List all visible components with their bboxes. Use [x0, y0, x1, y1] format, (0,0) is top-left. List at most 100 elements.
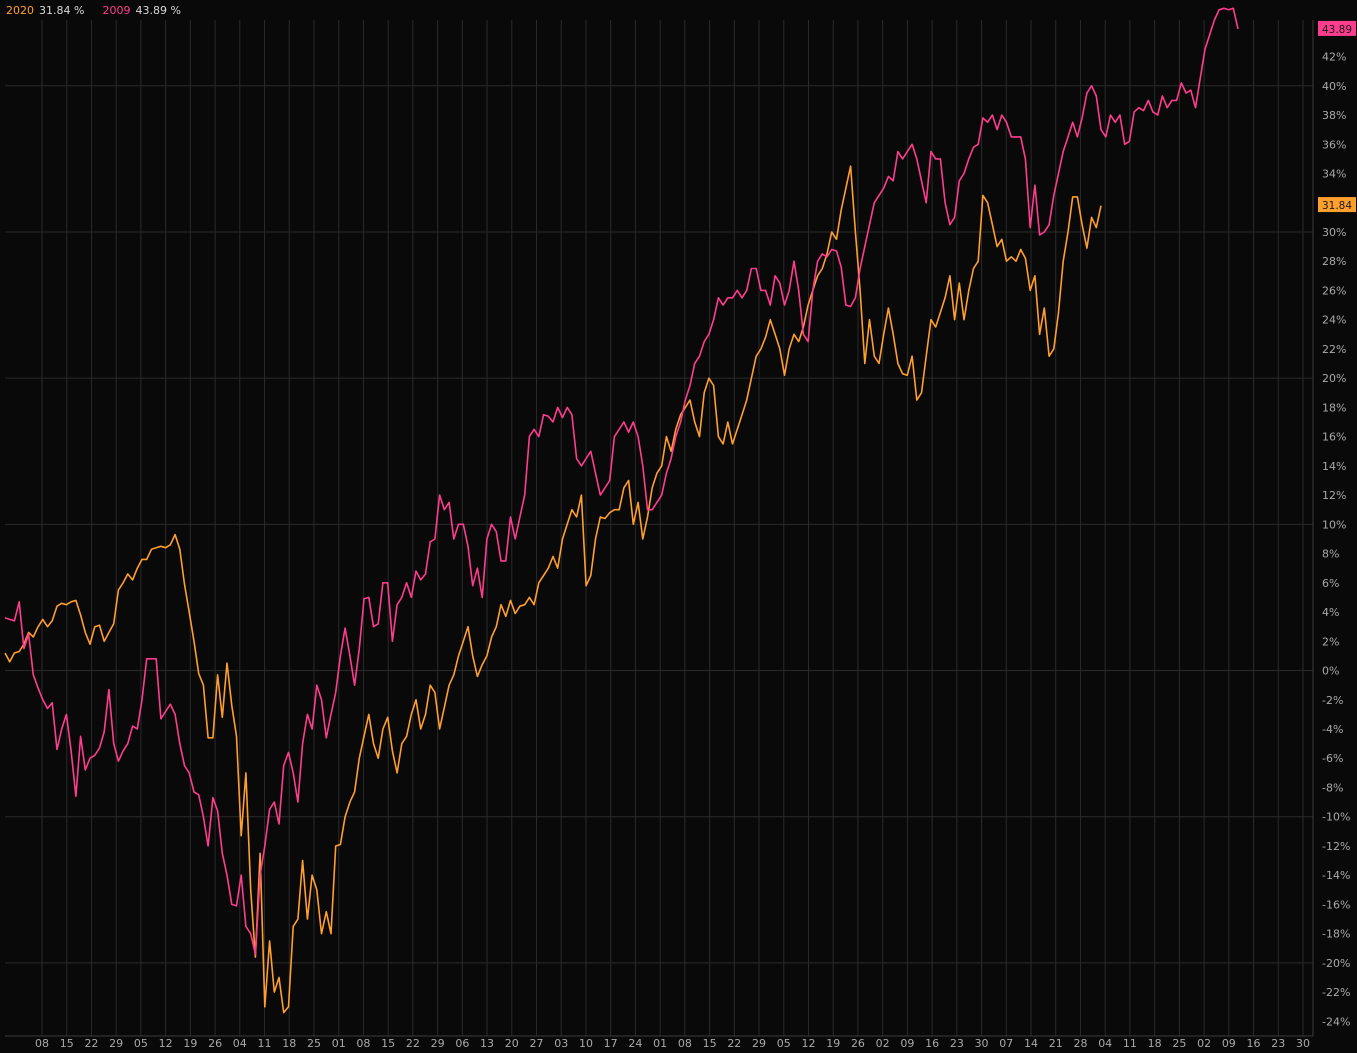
- x-tick-label: 09: [900, 1037, 914, 1050]
- y-tick-label: -6%: [1322, 752, 1343, 765]
- x-tick-label: 08: [35, 1037, 49, 1050]
- x-tick-label: 04: [1098, 1037, 1112, 1050]
- x-tick-label: 16: [1247, 1037, 1261, 1050]
- y-tick-label: 18%: [1322, 401, 1346, 414]
- y-tick-label: 14%: [1322, 460, 1346, 473]
- y-tick-label: 38%: [1322, 109, 1346, 122]
- series-line-2009[interactable]: [4, 7, 1239, 955]
- y-tick-label: 20%: [1322, 372, 1346, 385]
- x-tick-label: 23: [1271, 1037, 1285, 1050]
- x-tick-label: 24: [628, 1037, 642, 1050]
- x-tick-label: 01: [653, 1037, 667, 1050]
- y-tick-label: -20%: [1322, 957, 1350, 970]
- y-tick-label: 26%: [1322, 284, 1346, 297]
- badge-background: [1318, 20, 1356, 36]
- x-tick-label: 15: [703, 1037, 717, 1050]
- y-tick-label: 36%: [1322, 138, 1346, 151]
- y-tick-label: 6%: [1322, 577, 1339, 590]
- series-line-2020[interactable]: [4, 165, 1102, 1014]
- legend-item-2009[interactable]: 2009 43.89 %: [102, 4, 180, 17]
- x-tick-label: 15: [60, 1037, 74, 1050]
- x-tick-label: 01: [332, 1037, 346, 1050]
- x-tick-label: 19: [183, 1037, 197, 1050]
- x-tick-label: 16: [925, 1037, 939, 1050]
- x-tick-label: 30: [1296, 1037, 1310, 1050]
- x-tick-label: 04: [233, 1037, 247, 1050]
- x-tick-label: 21: [1049, 1037, 1063, 1050]
- chart-grid: [5, 20, 1314, 1037]
- x-tick-label: 29: [109, 1037, 123, 1050]
- x-tick-label: 19: [826, 1037, 840, 1050]
- x-tick-label: 30: [975, 1037, 989, 1050]
- y-tick-label: -8%: [1322, 781, 1343, 794]
- x-tick-label: 22: [727, 1037, 741, 1050]
- x-tick-label: 11: [258, 1037, 272, 1050]
- x-tick-label: 02: [1197, 1037, 1211, 1050]
- x-tick-label: 29: [752, 1037, 766, 1050]
- y-tick-label: 22%: [1322, 343, 1346, 356]
- legend: 2020 31.84 % 2009 43.89 %: [6, 4, 181, 17]
- y-tick-label: 10%: [1322, 518, 1346, 531]
- last-value-badge-2009: 43.89: [1318, 20, 1356, 36]
- x-tick-label: 15: [381, 1037, 395, 1050]
- x-tick-label: 14: [1024, 1037, 1038, 1050]
- last-value-badge-2020: 31.84: [1318, 197, 1356, 213]
- badge-value: 31.84: [1322, 200, 1352, 212]
- y-tick-label: -12%: [1322, 840, 1350, 853]
- badge-background: [1318, 197, 1356, 213]
- x-tick-label: 20: [505, 1037, 519, 1050]
- y-tick-label: 24%: [1322, 314, 1346, 327]
- x-tick-label: 27: [530, 1037, 544, 1050]
- y-tick-label: 16%: [1322, 431, 1346, 444]
- x-tick-label: 02: [876, 1037, 890, 1050]
- y-tick-label: 4%: [1322, 606, 1339, 619]
- x-tick-label: 17: [604, 1037, 618, 1050]
- y-tick-label: -2%: [1322, 694, 1343, 707]
- y-tick-label: 2%: [1322, 635, 1339, 648]
- y-tick-label: 0%: [1322, 665, 1339, 678]
- x-tick-label: 29: [431, 1037, 445, 1050]
- x-tick-label: 10: [579, 1037, 593, 1050]
- x-tick-label: 05: [777, 1037, 791, 1050]
- x-tick-label: 12: [159, 1037, 173, 1050]
- x-tick-label: 13: [480, 1037, 494, 1050]
- x-tick-label: 25: [307, 1037, 321, 1050]
- x-tick-label: 22: [84, 1037, 98, 1050]
- legend-series-name-2009: 2009: [102, 4, 131, 17]
- legend-series-name-2020: 2020: [6, 4, 34, 17]
- x-tick-label: 05: [134, 1037, 148, 1050]
- x-tick-label: 06: [455, 1037, 469, 1050]
- y-tick-label: -18%: [1322, 928, 1350, 941]
- x-axis: 08 15 22 29 05 12 19 26 04 11 18 25 01 08 15 22 29 06 13 20…: [35, 1037, 1310, 1050]
- y-tick-label: 8%: [1322, 548, 1339, 561]
- badge-value: 43.89: [1322, 24, 1352, 36]
- x-tick-label: 23: [950, 1037, 964, 1050]
- y-tick-label: -16%: [1322, 898, 1350, 911]
- y-tick-label: 34%: [1322, 167, 1346, 180]
- legend-series-value-2020: 31.84 %: [39, 4, 85, 17]
- x-tick-label: 25: [1172, 1037, 1186, 1050]
- y-tick-label: -14%: [1322, 869, 1350, 882]
- last-value-badges: 43.89 31.84: [1318, 20, 1356, 213]
- y-tick-label: 30%: [1322, 226, 1346, 239]
- y-tick-label: 12%: [1322, 489, 1346, 502]
- x-tick-label: 22: [406, 1037, 420, 1050]
- x-tick-label: 26: [851, 1037, 865, 1050]
- x-tick-label: 07: [999, 1037, 1013, 1050]
- x-tick-label: 28: [1073, 1037, 1087, 1050]
- y-tick-label: 28%: [1322, 255, 1346, 268]
- y-tick-label: -24%: [1322, 1015, 1350, 1028]
- series-lines: [4, 7, 1239, 1014]
- x-tick-label: 11: [1123, 1037, 1137, 1050]
- y-tick-label: -22%: [1322, 986, 1350, 999]
- x-tick-label: 12: [801, 1037, 815, 1050]
- y-tick-label: -10%: [1322, 811, 1350, 824]
- y-tick-label: 40%: [1322, 80, 1346, 93]
- x-tick-label: 03: [554, 1037, 568, 1050]
- legend-item-2020[interactable]: 2020 31.84 %: [6, 4, 84, 17]
- x-tick-label: 09: [1222, 1037, 1236, 1050]
- y-tick-label: 42%: [1322, 51, 1346, 64]
- x-tick-label: 08: [678, 1037, 692, 1050]
